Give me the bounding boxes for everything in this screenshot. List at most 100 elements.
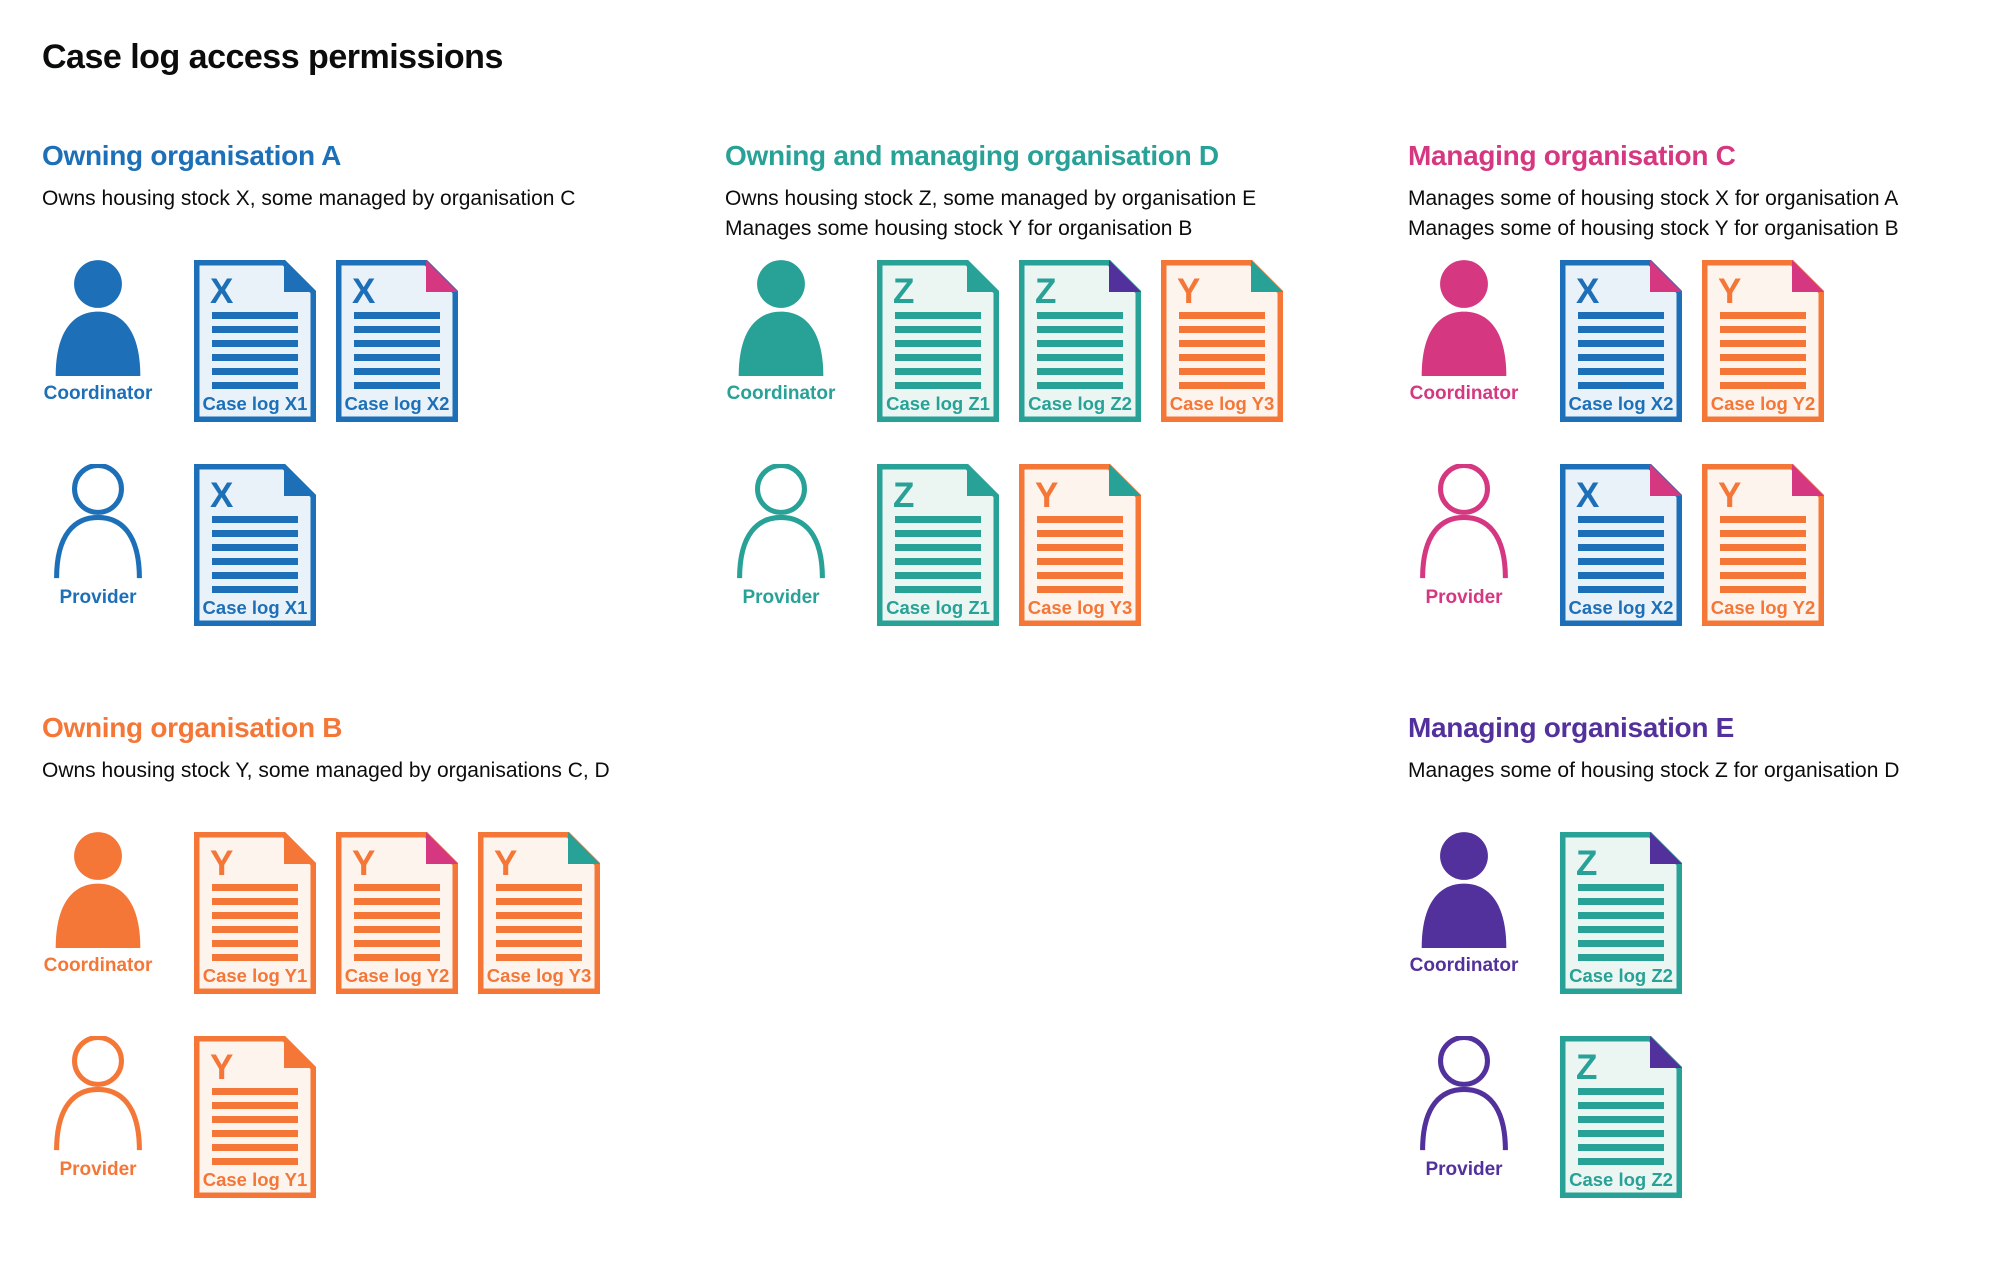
case-log-document: Z Case log Z2 [1560,832,1682,994]
coordinator-person-icon [55,832,141,948]
case-log-document: Y Case log Y1 [194,832,316,994]
text-line [1578,516,1664,523]
org-rows: Coordinator Y Case log Y1 Y Case log Y2 Y Cas… [42,832,702,1198]
text-line [1578,912,1664,919]
document-icon: Y Case log Y2 [1702,464,1824,626]
org-description: Owns housing stock X, some managed by or… [42,187,576,210]
person-role-label: Coordinator [43,383,153,404]
person-role-label: Provider [1425,1159,1503,1180]
document-icon: Y Case log Y3 [1161,260,1283,422]
org-section: Managing organisation C Manages some of … [1408,140,2000,668]
document-lines [354,312,440,389]
case-log-document: Z Case log Z1 [877,464,999,626]
case-log-document: Y Case log Y2 [1702,260,1824,422]
document-icon: X Case log X2 [336,260,458,422]
text-line [1578,312,1664,319]
person-figure: Provider [1408,464,1520,609]
text-line [1578,354,1664,361]
case-log-document: X Case log X2 [1560,260,1682,422]
text-line [1578,1144,1664,1151]
org-description: Owns housing stock Z, some managed by or… [725,187,1257,240]
folded-corner [967,464,999,496]
text-line [1578,954,1664,961]
document-icon: Y Case log Y2 [1702,260,1824,422]
document-lines [1037,312,1123,389]
document-lines [895,516,981,593]
person-figure: Provider [42,464,154,609]
text-line [895,326,981,333]
stock-letter: Y [1718,272,1741,311]
text-line [895,368,981,375]
document-icon: Z Case log Z2 [1560,832,1682,994]
text-line [1037,516,1123,523]
folded-corner [284,464,316,496]
folded-corner [1650,832,1682,864]
document-icon: Y Case log Y1 [194,1036,316,1198]
document-icon: Z Case log Z2 [1019,260,1141,422]
coordinator-person-icon [55,260,141,376]
text-line [496,884,582,891]
access-row: Coordinator Z Case log Z2 [1408,832,2000,994]
stock-letter: Y [210,844,233,883]
text-line [212,1144,298,1151]
text-line [1578,382,1664,389]
case-log-label: Case log Y3 [487,965,592,986]
case-log-document: Y Case log Y1 [194,1036,316,1198]
org-description: Owns housing stock Y, some managed by or… [42,759,610,782]
stock-letter: Y [1177,272,1200,311]
document-icon: X Case log X1 [194,260,316,422]
text-line [212,312,298,319]
document-lines [1720,516,1806,593]
case-log-document: Y Case log Y3 [1019,464,1141,626]
text-line [212,954,298,961]
case-log-label: Case log X2 [1569,597,1674,618]
text-line [212,912,298,919]
folded-corner [426,260,458,292]
document-lines [212,884,298,961]
text-line [1578,586,1664,593]
stock-letter: Y [210,1048,233,1087]
folded-corner [284,832,316,864]
case-log-document: Z Case log Z2 [1019,260,1141,422]
stock-letter: X [1576,476,1600,515]
case-log-document: Z Case log Z2 [1560,1036,1682,1198]
case-log-label: Case log X2 [345,393,450,414]
text-line [212,898,298,905]
text-line [1037,340,1123,347]
coordinator-person-icon [1421,832,1507,948]
text-line [895,544,981,551]
case-log-label: Case log Y3 [1028,597,1133,618]
coordinator-person-icon [1421,260,1507,376]
text-line [895,530,981,537]
stock-letter: X [352,272,376,311]
person-figure: Provider [42,1036,154,1181]
folded-corner [967,260,999,292]
case-log-documents: X Case log X1 X Case log X2 [194,260,458,422]
text-line [1578,558,1664,565]
folded-corner [1650,260,1682,292]
person-role-label: Coordinator [1409,383,1519,404]
text-line [1179,312,1265,319]
document-icon: Z Case log Z2 [1560,1036,1682,1198]
folded-corner [1251,260,1283,292]
text-line [1720,558,1806,565]
org-section: Owning and managing organisation D Owns … [725,140,1385,668]
text-line [212,558,298,565]
case-log-label: Case log X1 [203,393,308,414]
text-line [1179,354,1265,361]
document-icon: X Case log X2 [1560,260,1682,422]
text-line [354,312,440,319]
text-line [1720,326,1806,333]
text-line [895,572,981,579]
document-icon: Z Case log Z1 [877,464,999,626]
document-lines [1179,312,1265,389]
case-log-documents: Y Case log Y1 Y Case log Y2 Y Case log Y3 [194,832,600,994]
text-line [354,898,440,905]
stock-letter: Z [1576,844,1597,883]
case-log-documents: Z Case log Z1 Z Case log Z2 Y Case log Y3 [877,260,1283,422]
stock-letter: X [1576,272,1600,311]
text-line [212,572,298,579]
case-log-documents: Z Case log Z1 Y Case log Y3 [877,464,1141,626]
case-log-documents: X Case log X2 Y Case log Y2 [1560,260,1824,422]
text-line [212,1102,298,1109]
